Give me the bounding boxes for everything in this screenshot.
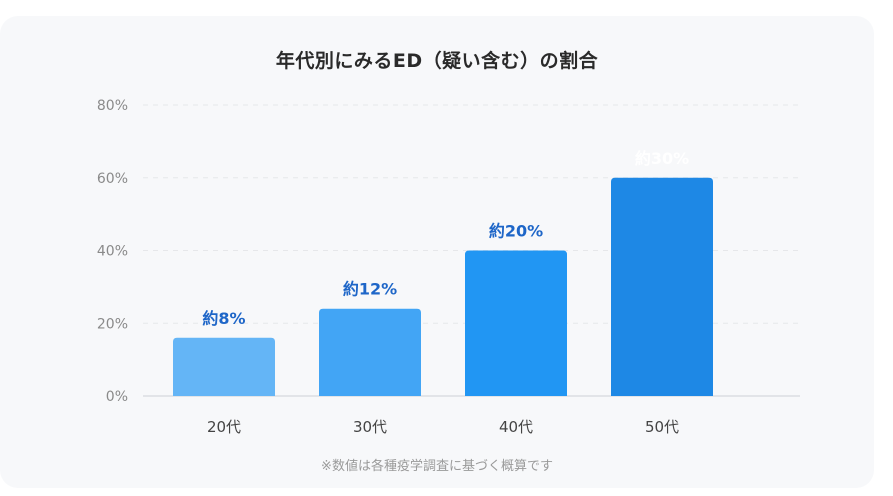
x-tick-label: 30代 — [353, 418, 387, 436]
data-label: 約20% — [489, 222, 543, 241]
bar — [319, 308, 421, 396]
y-tick-label: 0% — [106, 389, 128, 405]
data-label: 約30% — [635, 149, 689, 168]
bar — [611, 177, 713, 396]
chart-card — [0, 16, 874, 488]
x-tick-label: 50代 — [645, 418, 679, 436]
data-label: 約8% — [202, 309, 245, 328]
bars — [173, 177, 713, 396]
data-labels: 約8% 約12% 約20% 約30% — [202, 149, 689, 328]
y-tick-label: 40% — [97, 244, 128, 260]
data-label: 約12% — [343, 280, 397, 299]
y-tick-label: 20% — [97, 316, 128, 332]
bar — [173, 337, 275, 396]
y-tick-label: 60% — [97, 171, 128, 187]
x-tick-label: 20代 — [207, 418, 241, 436]
x-tick-label: 40代 — [499, 418, 533, 436]
bar — [465, 250, 567, 396]
y-axis-ticks: 0% 20% 40% 60% 80% — [97, 98, 128, 405]
footnote: ※数値は各種疫学調査に基づく概算です — [321, 459, 553, 474]
x-axis-ticks: 20代 30代 40代 50代 — [207, 418, 679, 436]
chart-title: 年代別にみるED（疑い含む）の割合 — [275, 50, 599, 72]
y-tick-label: 80% — [97, 98, 128, 114]
